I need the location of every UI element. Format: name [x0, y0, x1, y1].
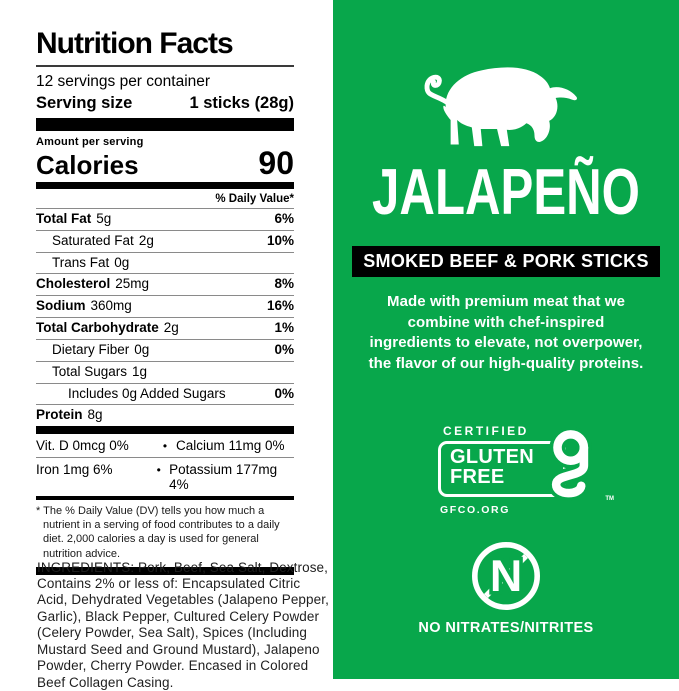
micronutrient-left: Vit. D 0mcg 0%	[36, 438, 154, 453]
nutrient-name: Protein	[36, 408, 83, 423]
nutrient-row: Includes 0g Added Sugars 0%	[36, 383, 294, 405]
micronutrient-row: Iron 1mg 6% • Potassium 177mg 4%	[36, 457, 294, 496]
nutrient-row: Total Fat 5g 6%	[36, 208, 294, 230]
nutrient-name: Total Fat	[36, 212, 91, 227]
serving-size-label: Serving size	[36, 94, 132, 113]
nutrient-daily-value: 16%	[267, 299, 294, 314]
serving-size-row: Serving size 1 sticks (28g)	[36, 94, 294, 113]
product-name-banner: SMOKED BEEF & PORK STICKS	[352, 246, 660, 277]
protein-divider-bar	[36, 426, 294, 434]
thick-divider-bar	[36, 118, 294, 131]
serving-size-value: 1 sticks (28g)	[189, 94, 294, 113]
no-nitrates-label: NO NITRATES/NITRITES	[333, 620, 679, 636]
product-description: Made with premium meat that we combine w…	[333, 292, 679, 375]
nutrient-row: Sodium 360mg 16%	[36, 295, 294, 317]
daily-value-footnote: * The % Daily Value (DV) tells you how m…	[36, 500, 294, 566]
nutrient-amount: 1g	[132, 365, 147, 380]
nutrient-name: Total Carbohydrate	[36, 321, 159, 336]
nutrition-facts-label: Nutrition Facts 12 servings per containe…	[36, 28, 294, 575]
nutrient-daily-value: 10%	[267, 234, 294, 249]
nutrient-amount: 2g	[164, 321, 179, 336]
nutrient-name: Includes 0g Added Sugars	[68, 387, 226, 402]
nutrient-row: Trans Fat 0g	[36, 252, 294, 274]
nutrient-name: Cholesterol	[36, 277, 110, 292]
micronutrient-right: Potassium 177mg 4%	[169, 462, 294, 492]
nutrient-daily-value: 6%	[274, 212, 294, 227]
nutrient-amount: 8g	[88, 408, 103, 423]
no-nitrates-letter: N	[490, 551, 522, 601]
nutrient-row: Dietary Fiber 0g 0%	[36, 339, 294, 361]
nutrient-name: Dietary Fiber	[52, 343, 129, 358]
nutrient-row: Saturated Fat 2g 10%	[36, 230, 294, 252]
medium-divider-bar	[36, 182, 294, 189]
micronutrient-left: Iron 1mg 6%	[36, 462, 148, 477]
bullet-separator: •	[148, 463, 169, 477]
calories-label: Calories	[36, 152, 139, 178]
nutrient-row: Protein 8g	[36, 404, 294, 426]
calories-row: Calories 90	[36, 149, 294, 178]
nutrient-daily-value: 8%	[274, 277, 294, 292]
nutrient-amount: 0g	[114, 256, 129, 271]
trademark-symbol: TM	[605, 496, 614, 502]
nutrient-row: Total Carbohydrate 2g 1%	[36, 317, 294, 339]
nutrient-daily-value: 1%	[274, 321, 294, 336]
bull-logo-icon	[415, 50, 597, 164]
nutrient-daily-value: 0%	[274, 387, 294, 402]
certified-gluten-free-logo: CERTIFIED GLUTEN FREE TM	[438, 424, 574, 516]
nutrition-facts-title: Nutrition Facts	[36, 28, 294, 60]
nutrient-rows: Total Fat 5g 6% Saturated Fat 2g 10% Trans…	[36, 208, 294, 426]
nutrient-amount: 0g	[134, 343, 149, 358]
daily-value-header: % Daily Value*	[36, 189, 294, 208]
micronutrient-rows: Vit. D 0mcg 0% • Calcium 11mg 0% Iron 1m…	[36, 434, 294, 496]
nutrient-name: Saturated Fat	[52, 234, 134, 249]
nutrient-daily-value: 0%	[274, 343, 294, 358]
no-nitrates-badge-icon: N	[466, 536, 546, 616]
nutrient-amount: 25mg	[115, 277, 149, 292]
micronutrient-row: Vit. D 0mcg 0% • Calcium 11mg 0%	[36, 434, 294, 457]
green-brand-panel: JALAPEÑO SMOKED BEEF & PORK STICKS Made …	[333, 0, 679, 679]
amount-per-serving-label: Amount per serving	[36, 136, 294, 148]
flavor-title: JALAPEÑO	[364, 160, 648, 225]
calories-value: 90	[258, 149, 294, 178]
nutrient-row: Cholesterol 25mg 8%	[36, 273, 294, 295]
ingredients-text: INGREDIENTS: Pork, Beef, Sea Salt, Dextr…	[37, 560, 329, 691]
gluten-free-box: GLUTEN FREE TM	[438, 441, 566, 497]
nutrient-name: Total Sugars	[52, 365, 127, 380]
free-word: FREE	[450, 467, 534, 487]
product-banner-wrap: SMOKED BEEF & PORK STICKS	[333, 246, 679, 277]
nutrient-row: Total Sugars 1g	[36, 361, 294, 383]
micronutrient-right: Calcium 11mg 0%	[176, 438, 285, 453]
nutrient-name: Sodium	[36, 299, 86, 314]
nutrient-amount: 2g	[139, 234, 154, 249]
gfco-g-icon	[539, 427, 605, 513]
nutrient-name: Trans Fat	[52, 256, 109, 271]
bullet-separator: •	[154, 439, 176, 453]
title-divider	[36, 65, 294, 67]
nutrient-amount: 360mg	[91, 299, 132, 314]
gluten-word: GLUTEN	[450, 447, 534, 467]
servings-per-container: 12 servings per container	[36, 73, 294, 92]
nutrient-amount: 5g	[96, 212, 111, 227]
